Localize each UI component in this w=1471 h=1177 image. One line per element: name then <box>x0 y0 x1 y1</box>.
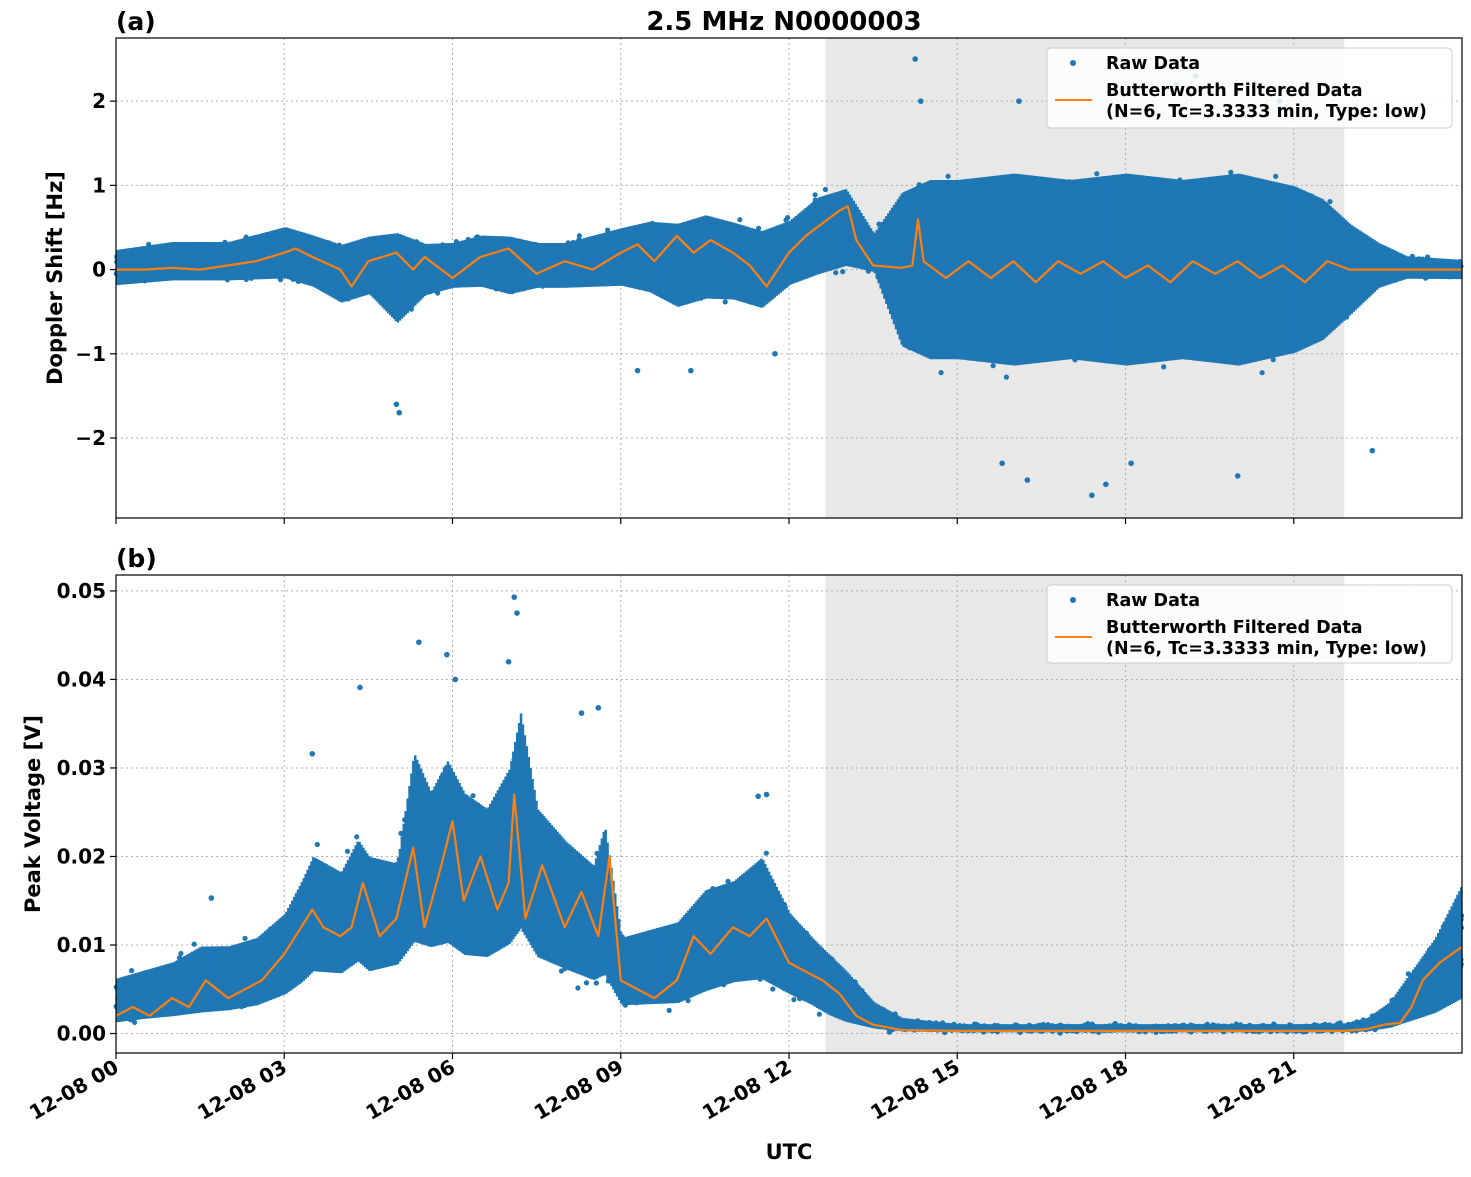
raw-data-outlier <box>394 402 400 408</box>
raw-data-point <box>840 269 845 274</box>
raw-data-outlier <box>1089 492 1095 498</box>
raw-data-outlier <box>1128 460 1134 466</box>
raw-data-outlier <box>635 368 641 374</box>
y-tick-label: 0 <box>92 258 106 282</box>
chart-title: 2.5 MHz N0000003 <box>646 7 921 37</box>
legend-raw-label: Raw Data <box>1106 54 1200 74</box>
raw-data-point <box>823 187 828 192</box>
panel-b-y-axis-label: Peak Voltage [V] <box>21 715 45 913</box>
raw-data-point <box>1094 171 1099 176</box>
panel-a-legend: Raw Data Butterworth Filtered Data (N=6,… <box>1047 48 1452 128</box>
raw-data-outlier <box>1103 482 1109 488</box>
legend-filtered-label: Butterworth Filtered Data <box>1106 81 1363 101</box>
raw-data-outlier <box>912 56 918 62</box>
raw-data-outlier <box>772 351 778 357</box>
raw-data-point <box>939 370 944 375</box>
raw-data-outlier <box>918 98 924 104</box>
raw-data-outlier <box>1016 98 1022 104</box>
raw-data-point <box>242 936 247 941</box>
raw-data-point <box>1260 370 1265 375</box>
raw-data-point <box>1228 170 1233 175</box>
legend-filtered-params: (N=6, Tc=3.3333 min, Type: low) <box>1106 102 1427 122</box>
raw-data-point <box>1327 199 1332 204</box>
raw-data-outlier <box>1369 448 1375 454</box>
raw-data-point <box>946 174 951 179</box>
raw-data-point <box>1004 375 1009 380</box>
raw-data-point <box>723 299 728 304</box>
raw-data-point <box>817 1012 822 1017</box>
raw-data-point <box>129 968 134 973</box>
raw-data-point <box>1273 174 1278 179</box>
raw-data-point <box>764 851 769 856</box>
raw-data-outlier <box>396 410 402 416</box>
raw-data-point <box>737 217 742 222</box>
raw-data-point <box>315 842 320 847</box>
panel-b-label: (b) <box>116 544 157 573</box>
panel-a-x-ticks <box>116 518 1294 524</box>
raw-data-point <box>1161 364 1166 369</box>
raw-data-point <box>785 215 790 220</box>
raw-data-point <box>791 997 796 1002</box>
panel-a-label: (a) <box>116 7 156 36</box>
panel-a-y-ticks: 2 1 0 −1 −2 <box>75 89 116 450</box>
raw-data-outlier <box>1025 477 1031 483</box>
raw-data-outlier <box>999 460 1005 466</box>
panel-b-voltage: (b) Peak Voltage [V] 0.050.040.030.020.0… <box>21 544 1464 1125</box>
y-tick-label: −2 <box>75 426 106 450</box>
y-tick-label: 1 <box>92 173 106 197</box>
panel-a-doppler: (a) 2.5 MHz N0000003 Doppler Shift [Hz] … <box>43 7 1464 524</box>
raw-data-outlier <box>1235 473 1241 479</box>
raw-data-outlier <box>688 368 694 374</box>
raw-data-point <box>577 233 582 238</box>
legend-raw-marker <box>1070 60 1076 66</box>
panel-a-y-axis-label: Doppler Shift [Hz] <box>43 171 67 385</box>
y-tick-label: 2 <box>92 89 106 113</box>
raw-data-point <box>991 363 996 368</box>
raw-data-point <box>813 192 818 197</box>
y-tick-label: −1 <box>75 342 106 366</box>
raw-data-point <box>770 986 775 991</box>
raw-data-point <box>833 270 838 275</box>
